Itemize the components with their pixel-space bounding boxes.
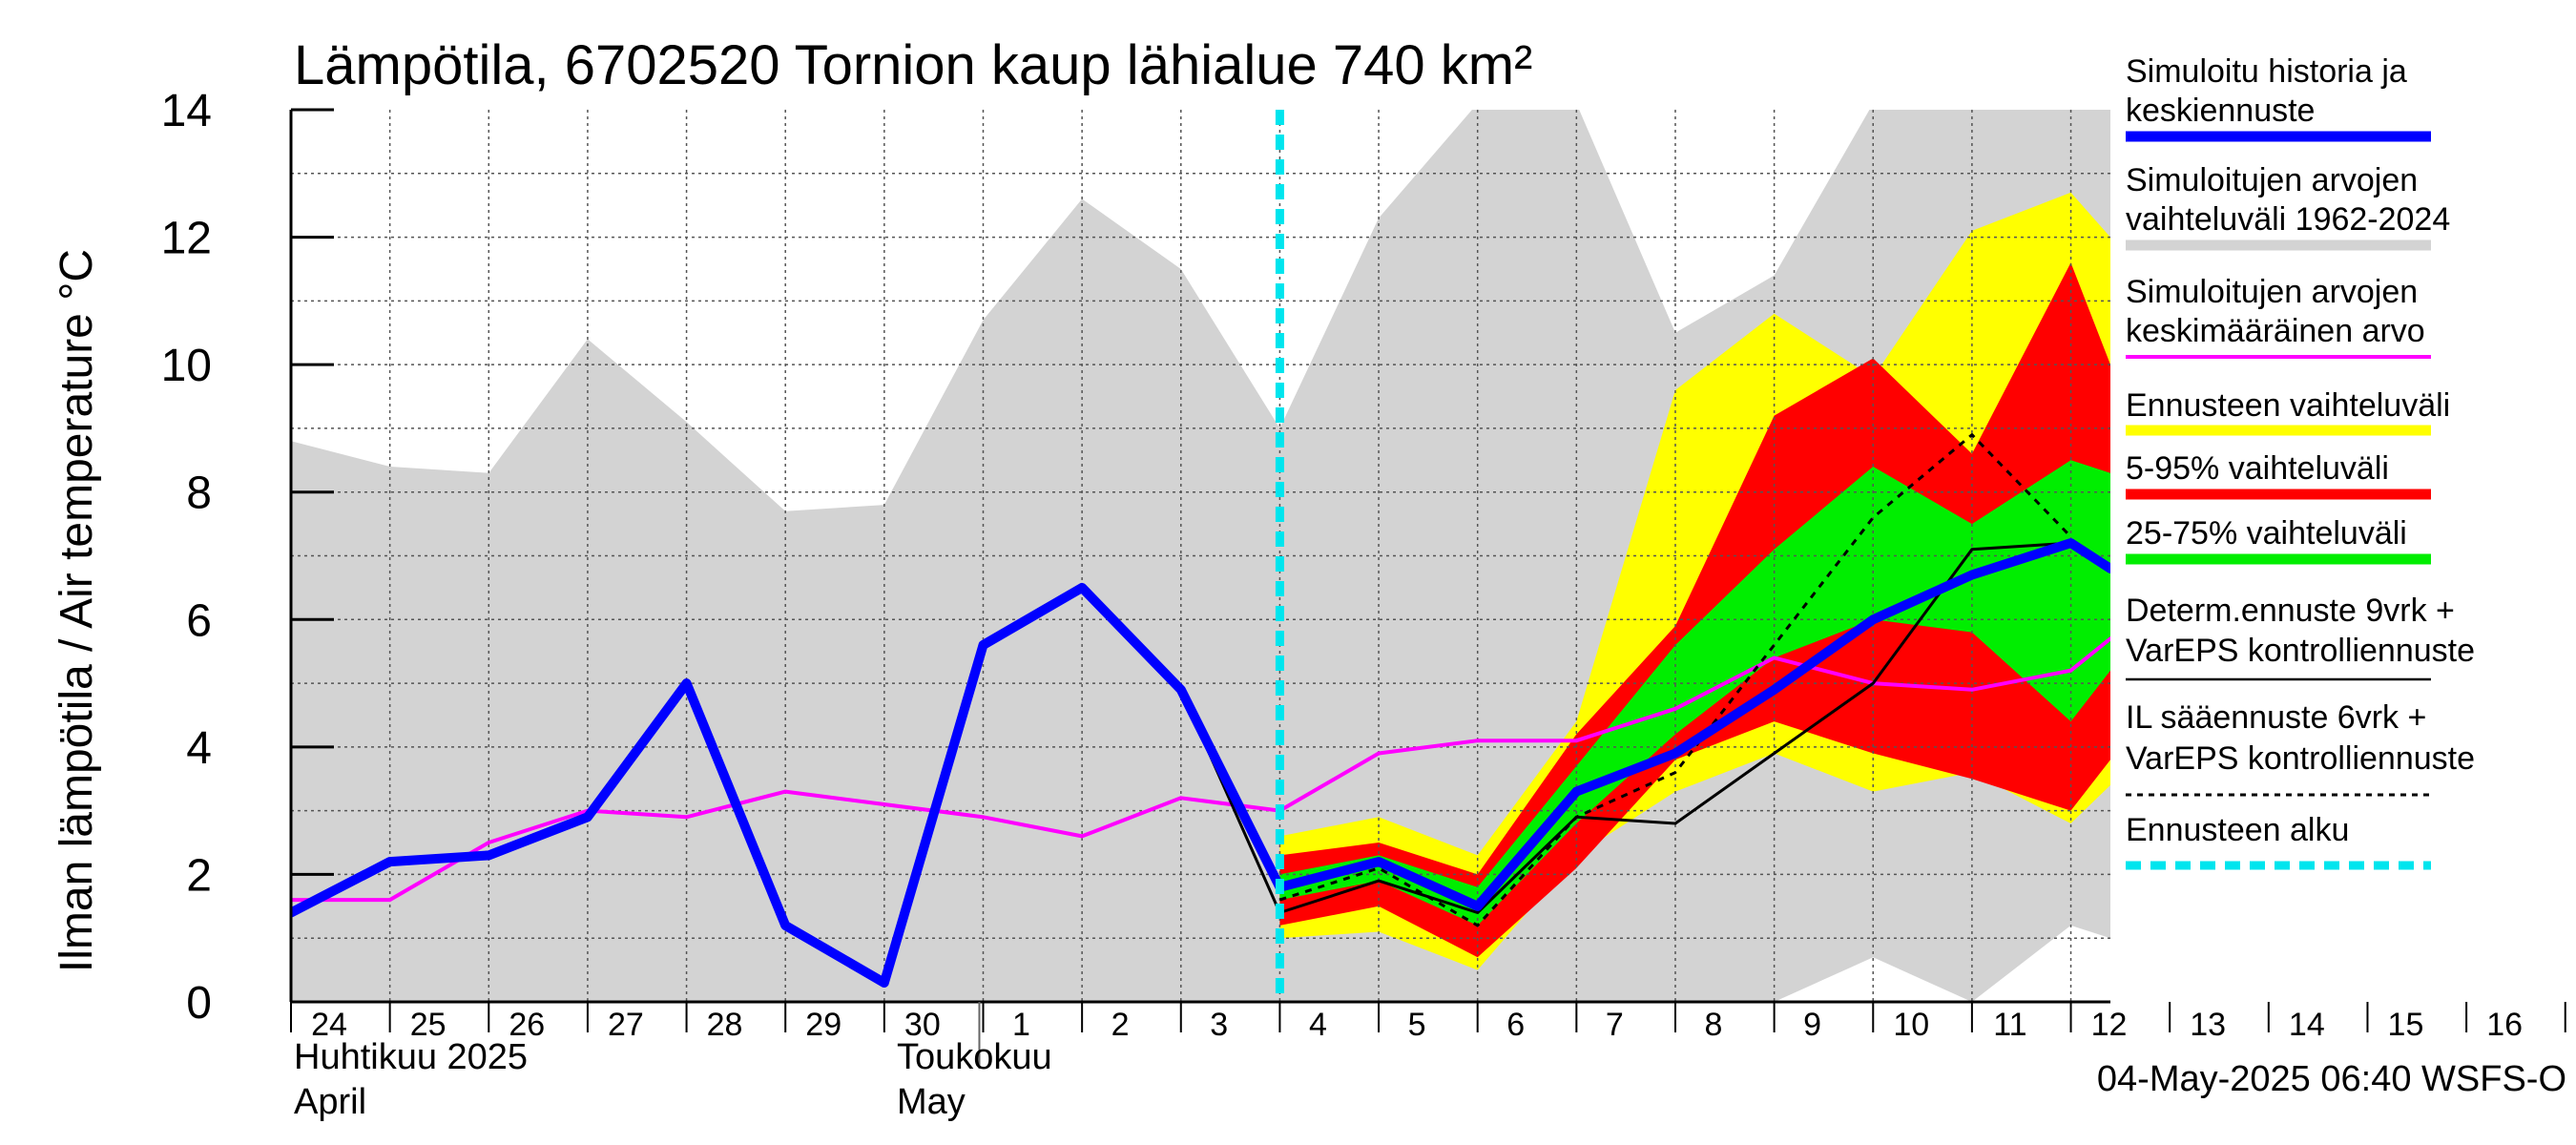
month-label-april-fi: Huhtikuu 2025 [294, 1037, 528, 1077]
x-tick-label: 27 [608, 1007, 644, 1043]
legend-entry-label: vaihteluväli 1962-2024 [2126, 201, 2450, 238]
plot-area [291, 110, 2110, 1002]
x-tick-label: 8 [1705, 1007, 1723, 1043]
x-tick-label: 9 [1803, 1007, 1821, 1043]
month-label-may-en: May [897, 1082, 966, 1122]
x-tick-label: 14 [2289, 1007, 2325, 1043]
x-tick-label: 2 [1111, 1007, 1130, 1043]
band-5-95-vaihteluv-li [1279, 262, 2110, 958]
chart-title: Lämpötila, 6702520 Tornion kaup lähialue… [294, 34, 1532, 96]
x-tick-label: 25 [410, 1007, 447, 1043]
month-label-april-en: April [294, 1082, 366, 1122]
y-tick-label: 10 [161, 341, 212, 391]
legend-entry: Determ.ennuste 9vrk + VarEPS kontrollienn… [2126, 593, 2475, 681]
x-tick-label: 12 [2091, 1007, 2128, 1043]
month-label-may-fi: Toukokuu [897, 1037, 1052, 1077]
x-tick-label: 6 [1506, 1007, 1525, 1043]
x-tick-label: 3 [1210, 1007, 1228, 1043]
legend-entry: IL sääennuste 6vrk + VarEPS kontrollienn… [2126, 699, 2475, 797]
legend-entry-label: Simuloitu historia ja [2126, 53, 2407, 90]
legend-entry-label: Ennusteen vaihteluväli [2126, 387, 2450, 424]
legend: Simuloitu historia jakeskiennusteSimuloi… [2126, 53, 2475, 870]
y-tick-label: 12 [161, 214, 212, 264]
y-tick-label: 6 [186, 595, 212, 646]
series-il-s-ennuste-6vrk-vareps-kontrolliennuste [1278, 433, 2072, 927]
legend-entry-label: VarEPS kontrolliennuste [2126, 740, 2475, 777]
band-ennusteen-vaihteluv-li [1279, 192, 2110, 970]
x-tick-label: 15 [2388, 1007, 2424, 1043]
legend-entry: Ennusteen alku [2126, 812, 2431, 870]
x-tick-label: 26 [509, 1007, 545, 1043]
x-tick-label: 30 [904, 1007, 941, 1043]
series-group [291, 110, 2110, 1002]
legend-entry-label: 25-75% vaihteluväli [2126, 515, 2407, 552]
y-tick-label: 0 [186, 978, 212, 1029]
legend-entry-label: Determ.ennuste 9vrk + [2126, 593, 2455, 629]
y-tick-label: 4 [186, 723, 212, 774]
timestamp-footer: 04-May-2025 06:40 WSFS-O [2097, 1059, 2566, 1099]
legend-entry-label: 5-95% vaihteluväli [2126, 450, 2389, 487]
x-tick-label: 5 [1408, 1007, 1426, 1043]
x-tick-label: 4 [1309, 1007, 1327, 1043]
x-tick-label: 28 [707, 1007, 743, 1043]
y-tick-label: 8 [186, 468, 212, 519]
x-tick-label: 11 [1993, 1007, 2026, 1043]
legend-entry-label: Simuloitujen arvojen [2126, 162, 2418, 198]
legend-entry-label: Simuloitujen arvojen [2126, 274, 2418, 310]
x-tick-label: 16 [2486, 1007, 2523, 1043]
x-tick-label: 7 [1606, 1007, 1624, 1043]
x-tick-label: 29 [805, 1007, 841, 1043]
x-tick-label: 24 [311, 1007, 347, 1043]
legend-entry-label: keskimääräinen arvo [2126, 313, 2425, 349]
band-25-75-vaihteluv-li [1279, 460, 2110, 926]
x-tick-label: 10 [1893, 1007, 1929, 1043]
y-axis-label: Ilman lämpötila / Air temperature °C [52, 249, 102, 972]
series-simuloitu-historia-ja-keskiennuste [291, 538, 2110, 988]
y-tick-label: 2 [186, 850, 212, 901]
legend-entry-label: VarEPS kontrolliennuste [2126, 633, 2475, 669]
x-tick-label: 1 [1012, 1007, 1030, 1043]
legend-entry: 5-95% vaihteluväli [2126, 450, 2431, 500]
legend-entry: 25-75% vaihteluväli [2126, 515, 2431, 565]
legend-entry-label: Ennusteen alku [2126, 812, 2349, 848]
legend-entry: Ennusteen vaihteluväli [2126, 387, 2450, 436]
x-tick-label: 13 [2190, 1007, 2226, 1043]
legend-entry-label: keskiennuste [2126, 93, 2315, 129]
legend-entry-label: IL sääennuste 6vrk + [2126, 699, 2426, 736]
y-tick-label: 14 [161, 86, 212, 136]
